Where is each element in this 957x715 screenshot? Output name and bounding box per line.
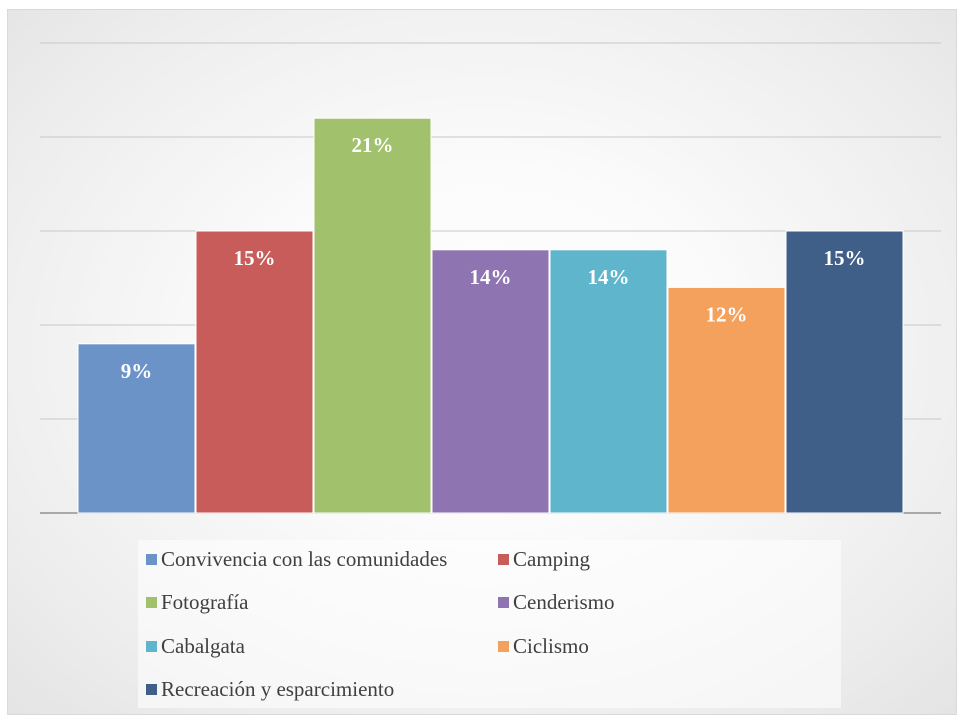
bar-plot: 9% 15% 21% 14% 14% 12% 15%	[40, 42, 941, 514]
bar-7	[785, 230, 904, 514]
legend-label: Camping	[513, 547, 590, 571]
data-label-7: 15%	[824, 246, 866, 270]
legend-swatch	[146, 596, 157, 608]
data-label-1: 9%	[121, 359, 153, 383]
legend-swatch	[498, 553, 509, 565]
legend-label: Recreación y esparcimiento	[161, 677, 395, 701]
legend: Convivencia con las comunidades Camping Fo…	[138, 540, 841, 708]
bar-5	[549, 249, 668, 514]
bar-1	[77, 343, 196, 514]
legend-item-5: Cabalgata	[146, 634, 245, 658]
data-label-3: 21%	[352, 133, 394, 157]
data-label-5: 14%	[588, 265, 630, 289]
bar-2	[195, 230, 314, 514]
legend-swatch	[146, 683, 157, 695]
bar-6	[667, 286, 786, 514]
legend-item-2: Camping	[498, 547, 590, 571]
legend-swatch	[146, 640, 157, 652]
data-label-6: 12%	[706, 302, 748, 326]
legend-label: Cabalgata	[161, 634, 245, 658]
legend-swatch	[498, 596, 509, 608]
legend-swatch	[498, 640, 509, 652]
bar-3	[313, 117, 432, 514]
data-label-2: 15%	[234, 246, 276, 270]
legend-item-6: Ciclismo	[498, 634, 589, 658]
data-label-4: 14%	[470, 265, 512, 289]
legend-swatch	[146, 553, 157, 565]
legend-item-1: Convivencia con las comunidades	[146, 547, 447, 571]
legend-label: Cenderismo	[513, 590, 615, 614]
legend-item-4: Cenderismo	[498, 590, 614, 614]
bar-4	[431, 249, 550, 514]
legend-item-3: Fotografía	[146, 590, 248, 614]
chart-frame: 9% 15% 21% 14% 14% 12% 15% Convivencia con las…	[7, 9, 957, 715]
legend-label: Convivencia con las comunidades	[161, 547, 448, 571]
legend-label: Ciclismo	[513, 634, 589, 658]
legend-label: Fotografía	[161, 590, 249, 614]
legend-item-7: Recreación y esparcimiento	[146, 677, 394, 701]
